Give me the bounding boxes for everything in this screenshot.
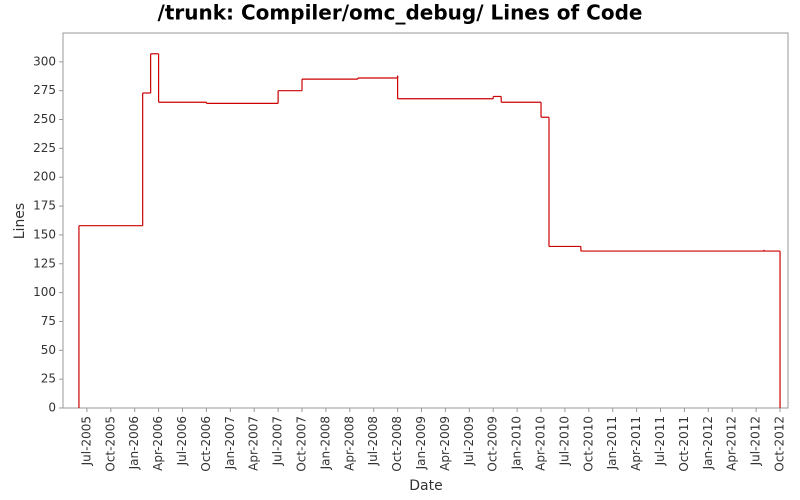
x-tick-label: Oct-2011 [677, 416, 691, 472]
x-tick-label: Jan-2012 [701, 416, 715, 470]
x-tick-label: Oct-2008 [390, 416, 404, 472]
x-tick-label: Apr-2007 [247, 416, 261, 471]
y-tick-label: 275 [33, 83, 56, 97]
y-tick-label: 300 [33, 54, 56, 68]
y-tick-label: 200 [33, 170, 56, 184]
x-tick-label: Apr-2011 [629, 416, 643, 471]
y-tick-label: 175 [33, 199, 56, 213]
x-tick-label: Jul-2011 [653, 416, 667, 466]
x-tick-label: Oct-2010 [581, 416, 595, 472]
chart-title: /trunk: Compiler/omc_debug/ Lines of Cod… [158, 1, 643, 25]
x-tick-label: Jan-2007 [223, 416, 237, 470]
x-tick-label: Oct-2005 [103, 416, 117, 472]
x-tick-label: Jul-2007 [271, 416, 285, 466]
x-tick-label: Jan-2011 [605, 416, 619, 470]
y-tick-label: 100 [33, 285, 56, 299]
x-tick-label: Jan-2009 [414, 416, 428, 470]
y-tick-label: 0 [48, 401, 56, 415]
x-tick-label: Oct-2007 [295, 416, 309, 472]
x-tick-label: Apr-2012 [725, 416, 739, 471]
x-tick-label: Jul-2006 [175, 416, 189, 466]
x-tick-label: Jan-2010 [510, 416, 524, 470]
x-axis-label: Date [409, 478, 442, 494]
x-tick-label: Oct-2006 [199, 416, 213, 472]
x-tick-label: Apr-2006 [151, 416, 165, 471]
y-axis-label: Lines [12, 203, 28, 239]
y-tick-label: 125 [33, 256, 56, 270]
x-tick-label: Jan-2008 [318, 416, 332, 470]
x-tick-label: Jan-2006 [127, 416, 141, 470]
x-tick-label: Oct-2009 [486, 416, 500, 472]
x-tick-label: Jul-2010 [557, 416, 571, 466]
x-tick-label: Jul-2008 [366, 416, 380, 466]
y-tick-label: 225 [33, 141, 56, 155]
x-tick-label: Jul-2005 [79, 416, 93, 466]
x-tick-label: Apr-2009 [438, 416, 452, 471]
x-tick-label: Apr-2008 [342, 416, 356, 471]
x-tick-label: Apr-2010 [534, 416, 548, 471]
x-tick-label: Jul-2009 [462, 416, 476, 466]
x-tick-label: Jul-2012 [749, 416, 763, 466]
plot-frame [62, 32, 789, 409]
x-tick-label: Oct-2012 [773, 416, 787, 472]
y-tick-label: 150 [33, 227, 56, 241]
y-tick-label: 250 [33, 112, 56, 126]
y-tick-label: 75 [41, 314, 56, 328]
y-tick-label: 50 [41, 343, 56, 357]
y-tick-label: 25 [41, 372, 56, 386]
